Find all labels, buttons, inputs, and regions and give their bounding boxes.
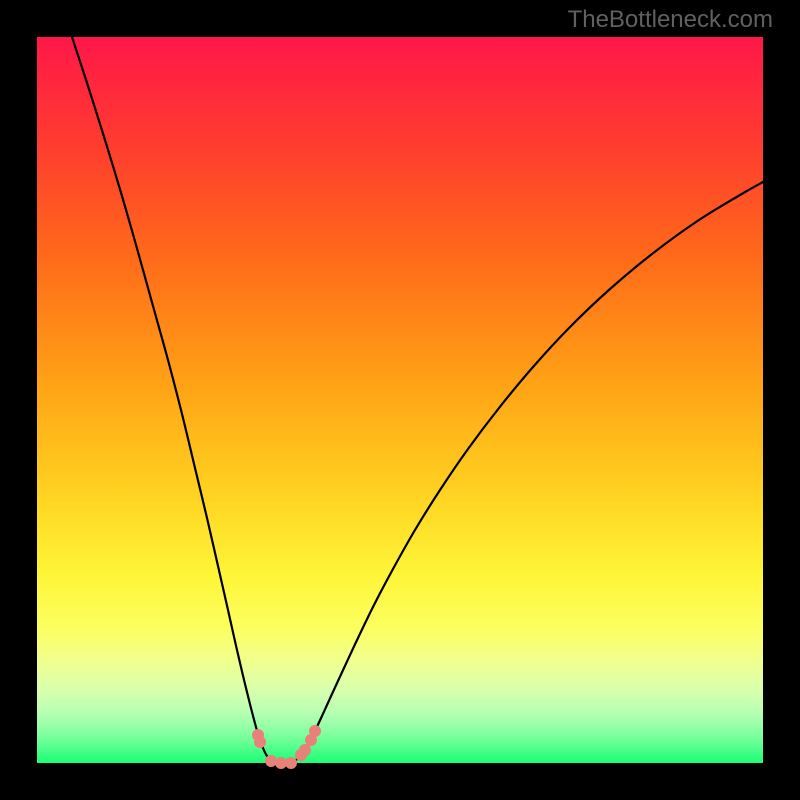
watermark-text: TheBottleneck.com	[568, 6, 773, 34]
data-marker	[285, 757, 297, 769]
chart-root: { "chart": { "type": "line", "background…	[0, 0, 800, 800]
plot-gradient-background	[37, 37, 763, 763]
data-marker	[309, 725, 321, 737]
data-marker	[254, 736, 266, 748]
